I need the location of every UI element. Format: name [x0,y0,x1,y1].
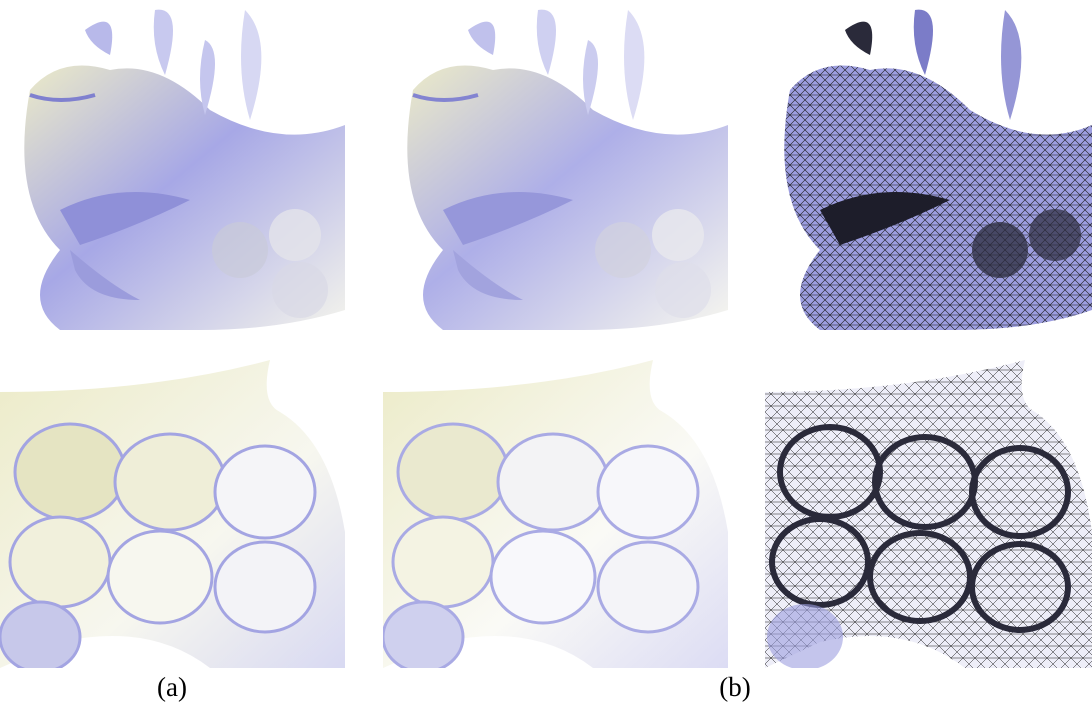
dragon-scales-shape [0,360,345,668]
dragon-body-shape [407,9,728,330]
panel-head-wireframe [765,0,1092,330]
dragon-body-shape [24,9,345,330]
panel-scales-smooth [0,352,345,668]
dragon-scales-render [0,360,345,668]
dragon-head-render [407,9,728,330]
panel-head-simplified [383,0,728,330]
dragon-scales-shape [383,360,728,668]
dragon-mesh-shape [784,9,1092,330]
dragon-head-wireframe-render [784,9,1092,330]
panel-scales-simplified [383,352,728,668]
panel-scales-wireframe [765,352,1092,668]
caption-b: (b) [719,672,751,702]
panel-head-smooth [0,0,345,330]
dragon-scales-wireframe-render [765,360,1092,668]
caption-a: (a) [157,672,187,702]
dragon-mesh-shape [765,360,1092,668]
dragon-head-render [24,9,345,330]
dragon-scales-render [383,360,728,668]
